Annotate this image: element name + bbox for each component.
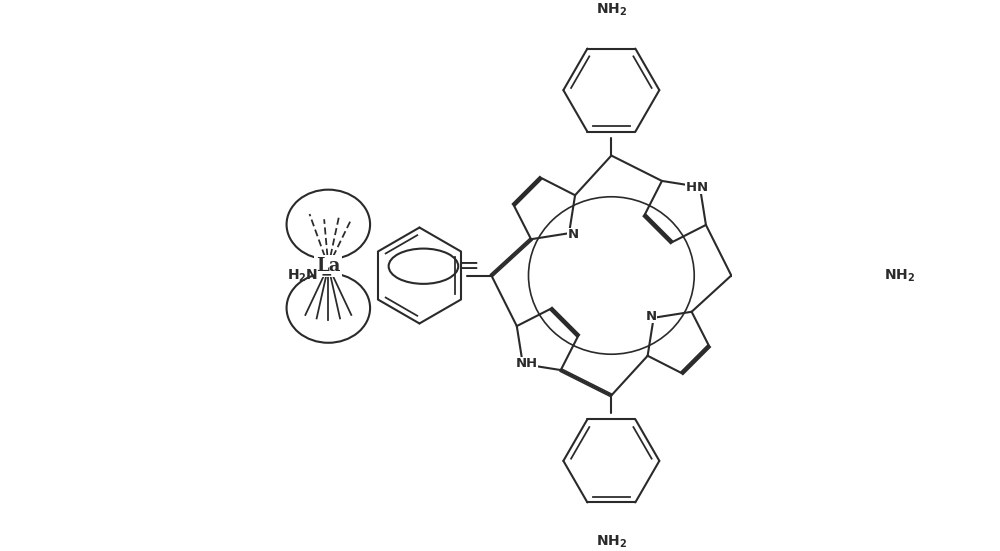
Text: $\bf{NH_2}$: $\bf{NH_2}$ <box>596 1 627 18</box>
Text: $\bf{NH_2}$: $\bf{NH_2}$ <box>596 533 627 550</box>
Text: $\bf{H_2N-}$: $\bf{H_2N-}$ <box>287 267 332 284</box>
Text: $\bf{HN}$: $\bf{HN}$ <box>685 181 708 195</box>
Text: $\bf{N}$: $\bf{N}$ <box>645 310 657 323</box>
Text: La: La <box>316 257 341 275</box>
Text: =: = <box>458 254 479 278</box>
Text: $\bf{N}$: $\bf{N}$ <box>567 228 579 241</box>
Text: $\bf{NH}$: $\bf{NH}$ <box>515 356 538 370</box>
Text: $\bf{NH_2}$: $\bf{NH_2}$ <box>884 267 915 284</box>
